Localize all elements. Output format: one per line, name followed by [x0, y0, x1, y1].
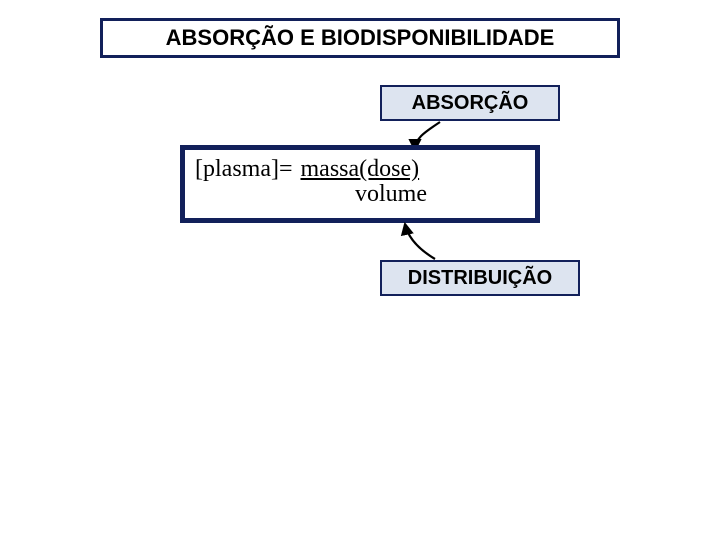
- distribuicao-label: DISTRIBUIÇÃO: [408, 267, 552, 290]
- formula-lhs: [plasma]=: [195, 156, 293, 183]
- formula-rhs-top: massa(dose): [301, 156, 420, 183]
- formula-box: [plasma]= massa(dose) volume: [180, 145, 540, 223]
- absorcao-box: ABSORÇÃO: [380, 85, 560, 121]
- formula-line1: [plasma]= massa(dose): [195, 156, 525, 183]
- arrow-distribuicao-to-formula: [0, 0, 720, 540]
- absorcao-label: ABSORÇÃO: [412, 92, 529, 115]
- arrow-bottom-path: [405, 224, 435, 259]
- title-text: ABSORÇÃO E BIODISPONIBILIDADE: [166, 25, 555, 51]
- distribuicao-box: DISTRIBUIÇÃO: [380, 260, 580, 296]
- title-box: ABSORÇÃO E BIODISPONIBILIDADE: [100, 18, 620, 58]
- arrow-absorcao-to-formula: [0, 0, 720, 540]
- formula-rhs-bottom: volume: [195, 181, 525, 208]
